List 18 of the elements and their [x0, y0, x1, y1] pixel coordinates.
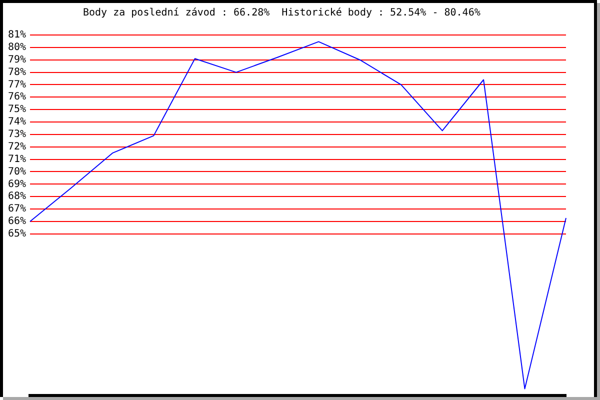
y-tick-label: 66% — [8, 216, 26, 228]
y-tick-label: 73% — [8, 129, 26, 140]
y-tick-label: 72% — [8, 141, 26, 152]
y-tick-label: 75% — [8, 104, 26, 116]
y-tick-label: 70% — [8, 166, 26, 178]
y-tick-label: 80% — [8, 42, 26, 54]
y-tick-label: 65% — [8, 228, 26, 240]
y-tick-label: 67% — [8, 204, 26, 215]
y-tick-label: 79% — [8, 54, 26, 66]
y-tick-label: 78% — [8, 66, 26, 78]
y-tick-label: 77% — [8, 79, 26, 90]
y-tick-label: 74% — [8, 116, 26, 128]
y-tick-label: 69% — [8, 178, 26, 190]
y-tick-label: 71% — [8, 154, 26, 165]
chart-title: Body za poslední závod : 66.28% Historické body : 52.54% - 80.46% — [83, 8, 480, 19]
y-tick-label: 76% — [8, 92, 26, 103]
y-tick-label: 68% — [8, 191, 26, 202]
y-tick-label: 81% — [8, 30, 26, 41]
